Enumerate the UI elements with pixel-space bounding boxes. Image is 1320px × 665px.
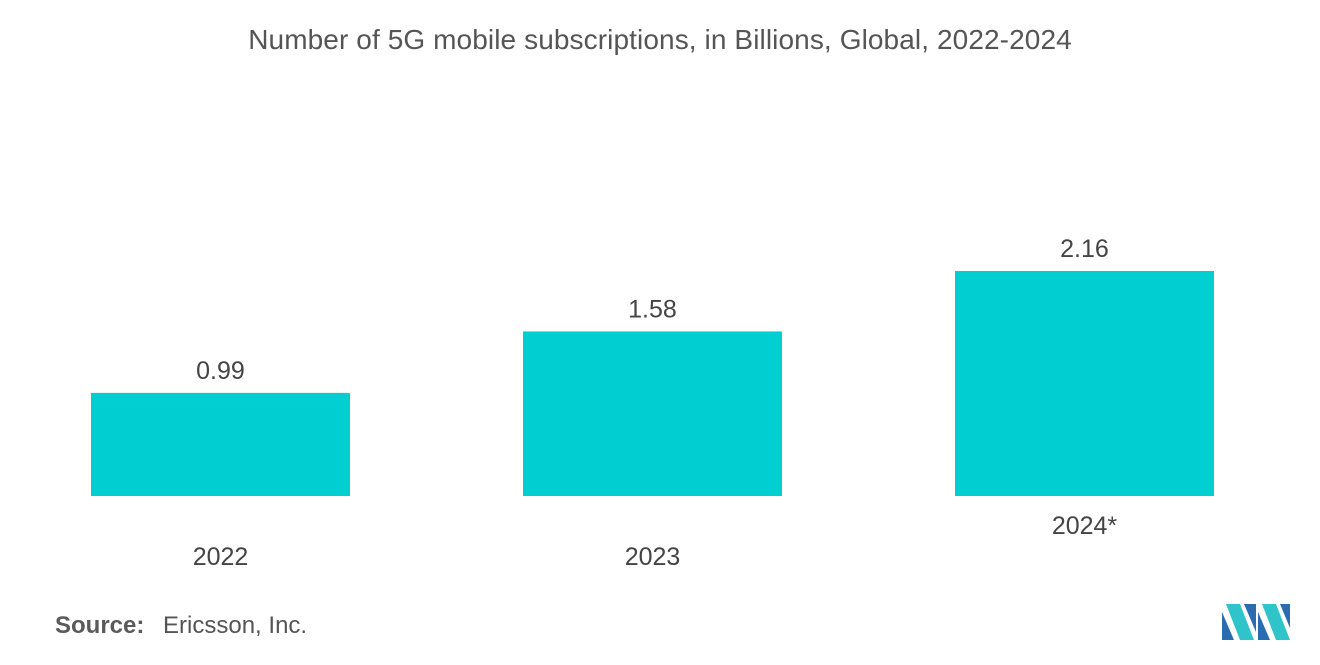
mordor-intelligence-logo-icon	[1222, 604, 1290, 640]
bar-2022	[91, 392, 350, 496]
source-label: Source:	[55, 612, 145, 639]
category-label-2022: 2022	[193, 543, 249, 571]
bar-2024*	[955, 271, 1214, 496]
value-label-2023: 1.58	[628, 295, 677, 323]
category-label-2024*: 2024*	[1052, 512, 1118, 540]
bar-2023	[523, 331, 782, 496]
chart-title: Number of 5G mobile subscriptions, in Bi…	[248, 24, 1072, 55]
value-label-2022: 0.99	[196, 357, 245, 385]
category-label-2023: 2023	[625, 543, 681, 571]
source-text: Ericsson, Inc.	[163, 612, 308, 639]
value-label-2024*: 2.16	[1060, 235, 1109, 263]
source-note: Source: Ericsson, Inc.	[55, 612, 307, 640]
